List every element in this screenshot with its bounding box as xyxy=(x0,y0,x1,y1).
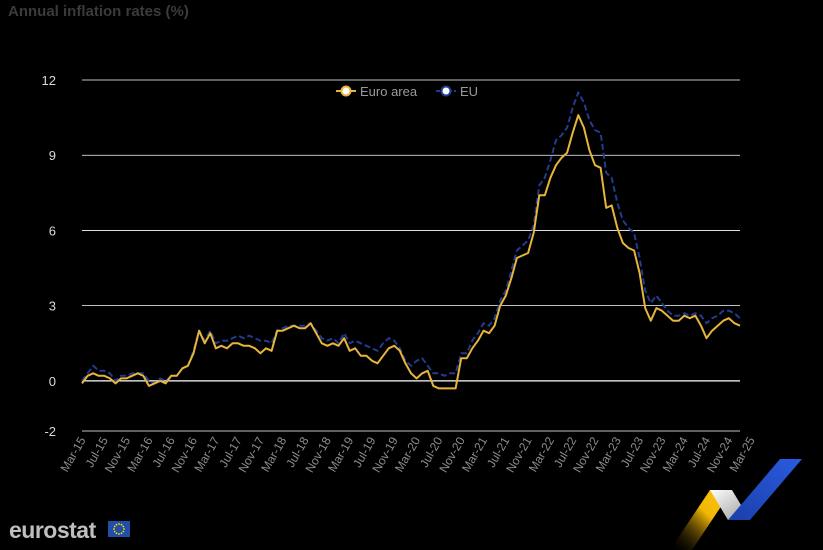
y-tick-label: 0 xyxy=(49,374,56,389)
series-euro-area-line xyxy=(81,114,741,390)
legend-eu[interactable]: EU xyxy=(436,84,478,99)
legend-marker xyxy=(340,85,352,97)
x-tick-label: Mar-15 xyxy=(57,434,88,474)
legend-euro-area[interactable]: Euro area xyxy=(336,84,418,99)
eu-flag-icon xyxy=(108,521,130,537)
eurostat-brand-graphic xyxy=(670,459,802,550)
y-tick-label: -2 xyxy=(44,424,56,439)
y-tick-label: 6 xyxy=(49,223,56,238)
y-axis-ticks: -2 0 3 6 9 12 xyxy=(42,73,56,439)
chart-title: Annual inflation rates (%) xyxy=(8,3,189,20)
gridlines xyxy=(82,79,740,432)
y-tick-label: 12 xyxy=(42,73,56,88)
eurostat-logo-text: eurostat xyxy=(9,517,96,543)
y-tick-label: 9 xyxy=(49,148,56,163)
series-eu-line xyxy=(81,91,741,385)
series-lines xyxy=(81,91,741,390)
x-axis-ticks: Mar-15Jul-15Nov-15Mar-16Jul-16Nov-16Mar-… xyxy=(57,434,757,475)
y-tick-label: 3 xyxy=(49,299,56,314)
legend-label: EU xyxy=(460,84,478,99)
legend-marker xyxy=(440,85,452,97)
legend: Euro area EU xyxy=(336,84,478,99)
legend-label: Euro area xyxy=(360,84,418,99)
